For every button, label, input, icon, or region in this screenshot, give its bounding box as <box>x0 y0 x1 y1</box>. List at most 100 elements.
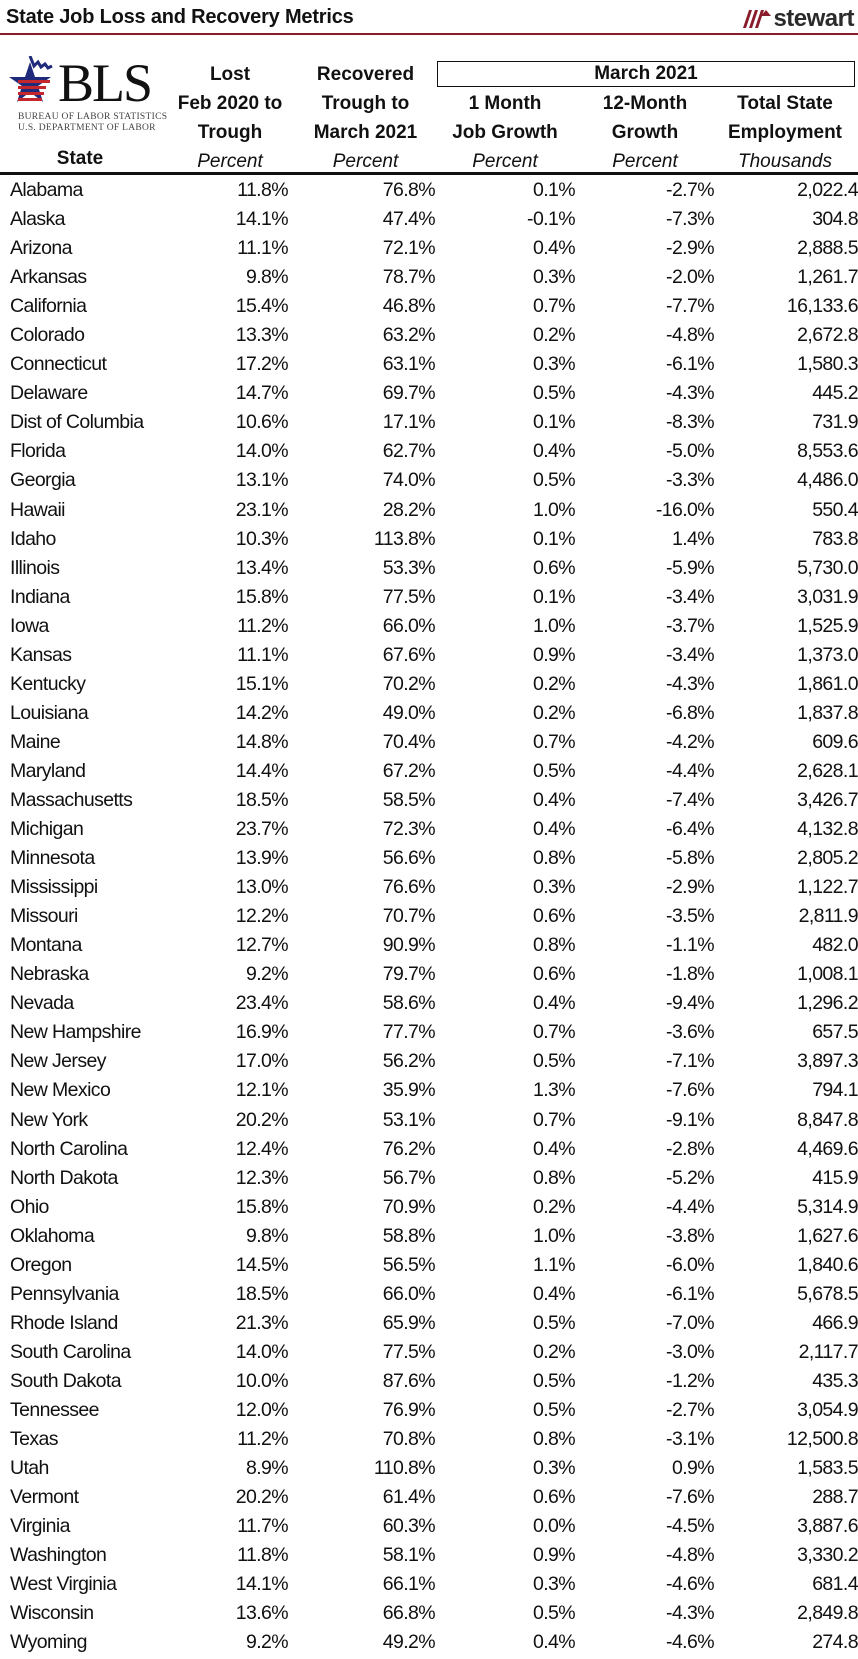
table-row: Delaware 14.7% 69.7% 0.5% -4.3% 445.2 <box>0 379 858 408</box>
cell-recovered: 76.2% <box>382 1137 436 1160</box>
cell-12-month: -4.6% <box>666 1573 715 1596</box>
cell-total-employment: 731.9 <box>812 411 858 434</box>
cell-1-month: 0.4% <box>532 818 576 841</box>
cell-1-month: 0.9% <box>532 643 576 666</box>
table-row: Pennsylvania 18.5% 66.0% 0.4% -6.1% 5,678.5 <box>0 1280 858 1309</box>
cell-state: Nevada <box>10 992 74 1015</box>
cell-lost: 13.9% <box>235 847 289 870</box>
cell-recovered: 76.8% <box>382 179 436 201</box>
table-row: Tennessee 12.0% 76.9% 0.5% -2.7% 3,054.9 <box>0 1396 858 1425</box>
cell-1-month: 1.3% <box>532 1079 576 1102</box>
cell-recovered: 77.5% <box>382 1340 436 1363</box>
cell-lost: 14.0% <box>235 440 289 463</box>
cell-12-month: -2.8% <box>666 1137 715 1160</box>
cell-state: Kansas <box>10 643 72 666</box>
cell-state: Missouri <box>10 905 78 928</box>
cell-recovered: 65.9% <box>382 1311 436 1334</box>
table-row: New Jersey 17.0% 56.2% 0.5% -7.1% 3,897.3 <box>0 1047 858 1076</box>
cell-state: Arizona <box>10 237 73 260</box>
table-row: Nevada 23.4% 58.6% 0.4% -9.4% 1,296.2 <box>0 989 858 1018</box>
cell-state: Washington <box>10 1544 107 1567</box>
cell-total-employment: 12,500.8 <box>786 1428 858 1451</box>
cell-recovered: 56.6% <box>382 847 436 870</box>
cell-recovered: 77.5% <box>382 585 436 608</box>
cell-12-month: -4.8% <box>666 324 715 347</box>
cell-1-month: 0.2% <box>532 672 576 695</box>
cell-1-month: 0.7% <box>532 295 576 318</box>
table-row: Florida 14.0% 62.7% 0.4% -5.0% 8,553.6 <box>0 437 858 466</box>
cell-12-month: -6.0% <box>666 1253 715 1276</box>
cell-total-employment: 445.2 <box>812 382 858 405</box>
cell-recovered: 70.7% <box>382 905 436 928</box>
cell-lost: 14.4% <box>235 759 289 782</box>
cell-state: Indiana <box>10 585 70 608</box>
cell-lost: 12.1% <box>235 1079 289 1102</box>
cell-total-employment: 794.1 <box>812 1079 858 1102</box>
table-row: Maryland 14.4% 67.2% 0.5% -4.4% 2,628.1 <box>0 757 858 786</box>
cell-lost: 11.2% <box>237 1428 288 1451</box>
cell-12-month: -2.7% <box>666 1398 715 1421</box>
cell-1-month: 0.2% <box>532 324 576 347</box>
cell-1-month: 0.1% <box>532 179 576 201</box>
cell-state: Delaware <box>10 382 88 405</box>
cell-1-month: 0.8% <box>532 1166 576 1189</box>
cell-lost: 23.4% <box>235 992 289 1015</box>
cell-recovered: 67.2% <box>382 759 436 782</box>
cell-1-month: 0.6% <box>532 1486 576 1509</box>
cell-recovered: 56.2% <box>382 1050 436 1073</box>
cell-state: Michigan <box>10 818 84 841</box>
cell-lost: 12.3% <box>235 1166 289 1189</box>
cell-state: Mississippi <box>10 876 98 899</box>
bls-wordmark: BLS <box>58 53 153 113</box>
cell-total-employment: 5,678.5 <box>797 1282 858 1305</box>
cell-recovered: 63.2% <box>382 324 436 347</box>
cell-lost: 20.2% <box>235 1108 289 1131</box>
cell-total-employment: 3,426.7 <box>797 788 858 811</box>
cell-state: Montana <box>10 934 82 957</box>
table-row: Idaho 10.3% 113.8% 0.1% 1.4% 783.8 <box>0 525 858 554</box>
cell-recovered: 72.3% <box>382 818 436 841</box>
cell-lost: 11.7% <box>237 1515 288 1538</box>
cell-state: New Hampshire <box>10 1021 142 1044</box>
table-row: New Hampshire 16.9% 77.7% 0.7% -3.6% 657.5 <box>0 1018 858 1047</box>
cell-total-employment: 4,132.8 <box>797 818 858 841</box>
cell-lost: 14.7% <box>235 382 289 405</box>
cell-1-month: 0.3% <box>532 1573 576 1596</box>
table-row: Arkansas 9.8% 78.7% 0.3% -2.0% 1,261.7 <box>0 263 858 292</box>
cell-recovered: 90.9% <box>382 934 436 957</box>
cell-lost: 17.0% <box>235 1050 289 1073</box>
cell-state: Idaho <box>10 527 56 550</box>
cell-recovered: 72.1% <box>382 237 436 260</box>
cell-lost: 23.1% <box>235 498 289 521</box>
cell-total-employment: 2,811.9 <box>798 905 858 928</box>
cell-1-month: 0.2% <box>532 701 576 724</box>
table-row: California 15.4% 46.8% 0.7% -7.7% 16,133.6 <box>0 292 858 321</box>
cell-lost: 18.5% <box>235 1282 289 1305</box>
table-row: Nebraska 9.2% 79.7% 0.6% -1.8% 1,008.1 <box>0 960 858 989</box>
cell-12-month: -9.1% <box>666 1108 715 1131</box>
cell-total-employment: 550.4 <box>812 498 858 521</box>
cell-12-month: -7.1% <box>666 1050 715 1073</box>
table-row: Arizona 11.1% 72.1% 0.4% -2.9% 2,888.5 <box>0 234 858 263</box>
cell-12-month: -3.5% <box>666 905 715 928</box>
cell-recovered: 113.8% <box>373 527 436 550</box>
table-row: Minnesota 13.9% 56.6% 0.8% -5.8% 2,805.2 <box>0 844 858 873</box>
cell-lost: 14.0% <box>235 1340 289 1363</box>
cell-1-month: 0.4% <box>532 1631 576 1654</box>
cell-recovered: 63.1% <box>382 353 436 376</box>
cell-12-month: -16.0% <box>655 498 715 521</box>
table-row: New York 20.2% 53.1% 0.7% -9.1% 8,847.8 <box>0 1106 858 1135</box>
cell-state: Texas <box>10 1428 59 1451</box>
cell-12-month: -3.8% <box>666 1224 715 1247</box>
cell-total-employment: 2,117.7 <box>798 1340 858 1363</box>
table-row: Colorado 13.3% 63.2% 0.2% -4.8% 2,672.8 <box>0 321 858 350</box>
table-row: Hawaii 23.1% 28.2% 1.0% -16.0% 550.4 <box>0 496 858 525</box>
cell-state: Wyoming <box>10 1631 88 1654</box>
cell-lost: 13.3% <box>235 324 289 347</box>
cell-state: West Virginia <box>10 1573 117 1596</box>
cell-1-month: 0.1% <box>532 411 576 434</box>
cell-12-month: -7.3% <box>666 208 715 231</box>
cell-recovered: 56.5% <box>382 1253 436 1276</box>
table-row: Illinois 13.4% 53.3% 0.6% -5.9% 5,730.0 <box>0 554 858 583</box>
cell-state: Alabama <box>10 179 83 201</box>
